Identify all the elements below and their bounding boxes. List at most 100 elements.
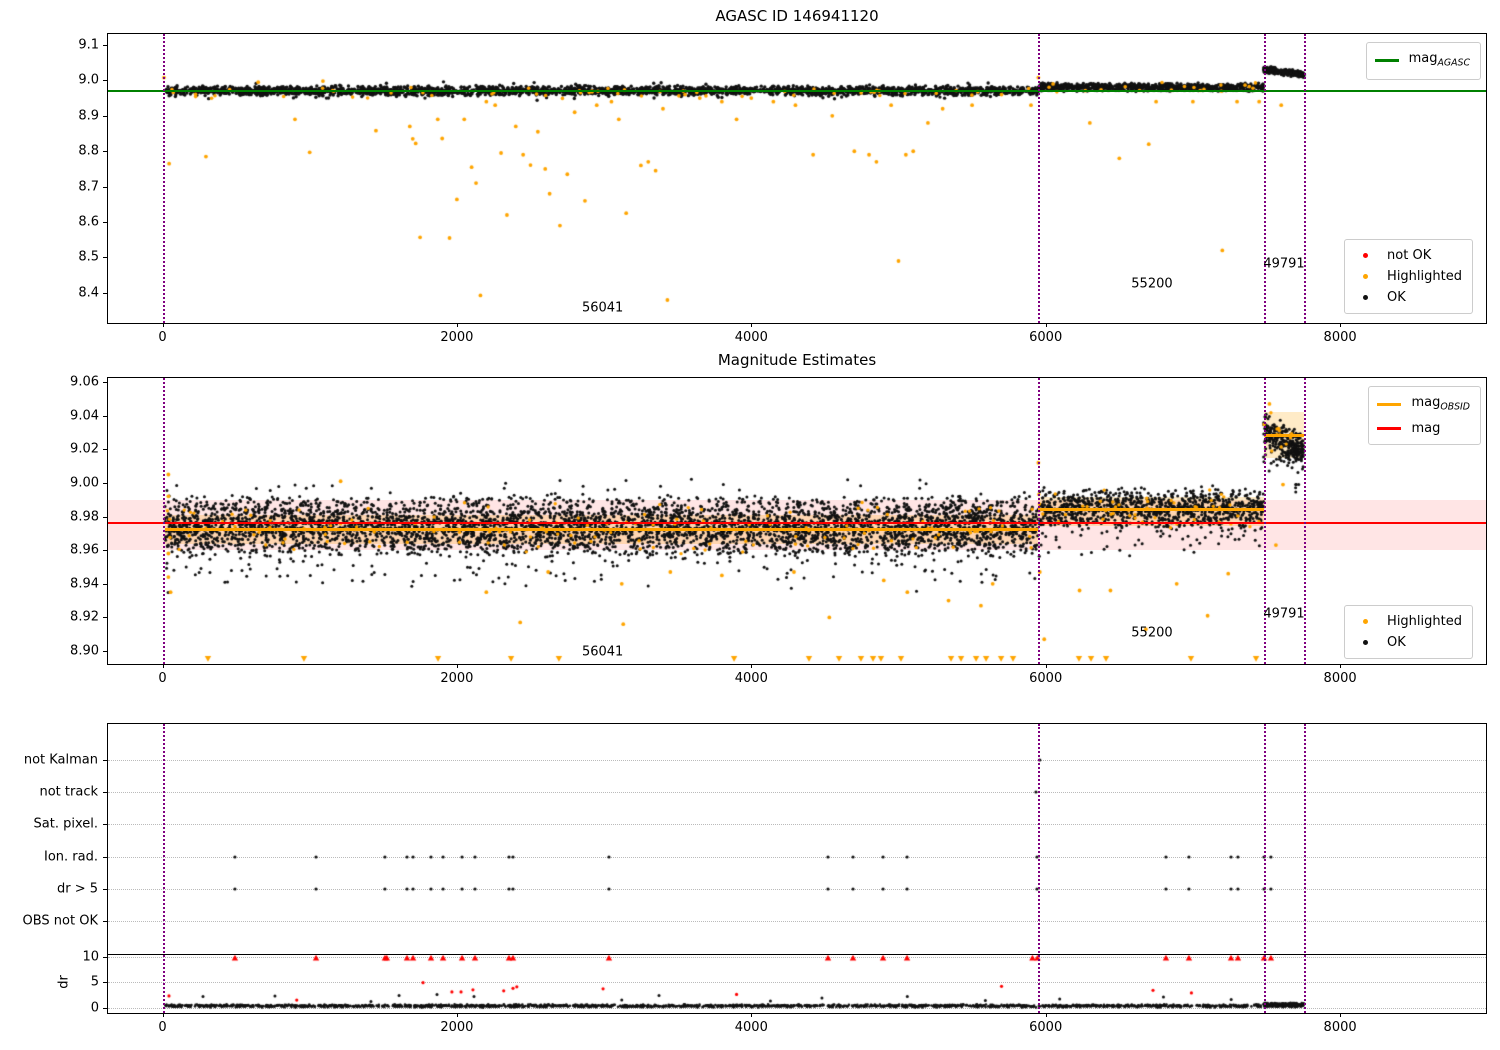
line-swatch [1377, 426, 1402, 430]
x-tick-mark [162, 664, 164, 668]
y-tick-mark [103, 956, 107, 958]
obsid-boundary-line [1304, 724, 1307, 1013]
y-tick-label: 9.0 [78, 72, 99, 88]
scatter-canvas-middle [108, 378, 1486, 664]
y-tick-label: 8.8 [78, 143, 99, 159]
legend-dot-marker [1352, 274, 1378, 279]
obsid-boundary-line [1304, 378, 1307, 664]
y-tick-label: 9.04 [70, 408, 99, 424]
y-tick-mark [103, 760, 107, 761]
legend-dot-marker [1352, 640, 1378, 645]
y-tick-mark [103, 44, 107, 46]
y-tick-mark [103, 651, 107, 653]
legend-item-ok: OK [1352, 287, 1462, 308]
flag-row-label-obs-not-ok: OBS not OK [22, 913, 99, 929]
y-tick-mark [103, 1007, 107, 1009]
x-tick-mark [162, 323, 164, 327]
x-tick-mark [1340, 664, 1342, 668]
y-tick-label: 8.92 [70, 609, 99, 625]
legend-point-categories: not OK Highlighted OK [1344, 239, 1473, 314]
legend-item-highlighted: Highlighted [1352, 266, 1462, 287]
x-tick-label: 0 [158, 1020, 167, 1035]
legend-line-marker [1376, 403, 1402, 407]
x-tick-label: 4000 [734, 330, 768, 345]
y-tick-label: 9.1 [78, 37, 99, 53]
mag-obsid-line [1263, 434, 1305, 438]
x-tick-label: 0 [158, 330, 167, 345]
y-tick-label: 8.4 [78, 285, 99, 301]
y-tick-label: 9.02 [70, 441, 99, 457]
y-tick-mark [103, 982, 107, 984]
legend-line-marker [1374, 59, 1400, 63]
x-tick-mark [1045, 1013, 1047, 1017]
dot-swatch [1362, 253, 1368, 258]
scatter-canvas-flags [108, 724, 1486, 1013]
legend-label: OK [1387, 635, 1406, 650]
flag-row-label-not-track: not track [39, 784, 98, 800]
x-tick-label: 6000 [1029, 1020, 1063, 1035]
legend-item-highlighted: Highlighted [1352, 611, 1462, 632]
mag-obsid-line [164, 528, 1039, 532]
obsid-annotation: 55200 [1131, 276, 1173, 292]
x-tick-mark [751, 323, 753, 327]
legend-mag-lines: magOBSID mag [1368, 386, 1481, 445]
y-tick-label: 9.06 [70, 374, 99, 390]
obsid-annotation: 56041 [581, 300, 624, 316]
x-tick-label: 4000 [734, 671, 768, 686]
obsid-boundary-line [162, 724, 165, 1013]
x-tick-label: 8000 [1323, 1020, 1357, 1035]
y-tick-label: 8.90 [70, 643, 99, 659]
x-tick-label: 8000 [1323, 671, 1357, 686]
flag-row-label-ion-rad-: Ion. rad. [44, 849, 98, 865]
x-tick-label: 4000 [734, 1020, 768, 1035]
y-tick-mark [103, 292, 107, 294]
y-tick-label: 8.5 [78, 249, 99, 265]
y-tick-mark [103, 415, 107, 417]
x-tick-label: 8000 [1323, 330, 1357, 345]
y-tick-mark [103, 921, 107, 922]
obsid-boundary-line [1263, 724, 1266, 1013]
legend-dot-marker [1352, 619, 1378, 624]
plot-quality-flags: dr not Kalman not track Sat. pixel. Ion. ra… [23, 723, 1487, 1035]
obsid-boundary-line [162, 34, 165, 323]
x-tick-mark [456, 323, 458, 327]
flag-row-label-not-kalman: not Kalman [23, 752, 98, 768]
dr-separator-line [108, 953, 1486, 955]
legend-mag-agasc: magAGASC [1365, 42, 1481, 80]
y-tick-mark [103, 482, 107, 484]
legend-label: not OK [1387, 248, 1432, 263]
y-tick-mark [103, 449, 107, 451]
plot-title-middle: Magnitude Estimates [717, 351, 877, 369]
x-tick-label: 2000 [440, 1020, 474, 1035]
y-tick-label: 0 [90, 1000, 99, 1016]
obsid-annotation: 55200 [1131, 625, 1173, 641]
x-tick-mark [456, 664, 458, 668]
x-tick-mark [1045, 664, 1047, 668]
dot-swatch [1362, 640, 1368, 645]
plot-title-top: AGASC ID 146941120 [715, 7, 879, 25]
x-tick-mark [1045, 323, 1047, 327]
dot-swatch [1362, 274, 1368, 279]
legend-item-not-ok: not OK [1352, 245, 1462, 266]
y-tick-label: 9.00 [70, 475, 99, 491]
obsid-annotation: 49791 [1263, 256, 1305, 272]
mag-line [108, 522, 1486, 525]
legend-label: magAGASC [1408, 51, 1470, 69]
obsid-boundary-line [1304, 34, 1307, 323]
plot-magnitude-estimates: Magnitude Estimates magOBSID mag Highligh… [70, 351, 1487, 686]
y-tick-mark [103, 382, 107, 384]
legend-dot-marker [1352, 253, 1378, 258]
legend-label: Highlighted [1387, 614, 1462, 629]
obsid-boundary-line [1038, 34, 1041, 323]
obsid-boundary-line [1263, 34, 1266, 323]
scatter-canvas-top [108, 34, 1486, 323]
legend-label: magOBSID [1411, 395, 1470, 413]
flag-row-label-dr-5: dr > 5 [56, 881, 98, 897]
legend-dot-marker [1352, 295, 1378, 300]
y-tick-mark [103, 222, 107, 224]
x-tick-label: 6000 [1029, 330, 1063, 345]
y-tick-label: 8.7 [78, 179, 99, 195]
y-tick-label: 8.96 [70, 542, 99, 558]
obsid-boundary-line [162, 378, 165, 664]
legend-item-mag: mag [1376, 418, 1470, 439]
